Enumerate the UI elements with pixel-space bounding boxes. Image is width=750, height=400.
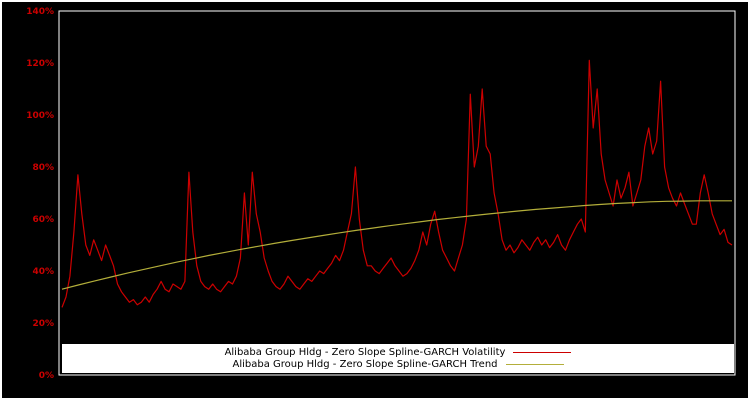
legend-label-trend: Alibaba Group Hldg - Zero Slope Spline-G…: [232, 358, 498, 370]
legend-item-volatility: Alibaba Group Hldg - Zero Slope Spline-G…: [62, 346, 734, 358]
y-axis-tick-label: 140%: [26, 7, 54, 17]
y-axis-tick-label: 100%: [26, 111, 54, 121]
trend-line: [61, 200, 732, 290]
legend-line-trend: [505, 363, 564, 365]
legend-label-volatility: Alibaba Group Hldg - Zero Slope Spline-G…: [224, 346, 506, 358]
legend-line-volatility: [513, 351, 572, 353]
plot-border: [58, 10, 736, 376]
y-axis-tick-label: 120%: [26, 59, 54, 69]
y-axis-tick-label: 0%: [38, 371, 54, 381]
legend: Alibaba Group Hldg - Zero Slope Spline-G…: [62, 344, 734, 373]
y-axis-tick-label: 80%: [32, 163, 54, 173]
legend-item-trend: Alibaba Group Hldg - Zero Slope Spline-G…: [62, 358, 734, 370]
y-axis-tick-label: 20%: [32, 319, 54, 329]
y-axis-tick-label: 40%: [32, 267, 54, 277]
y-axis-tick-label: 60%: [32, 215, 54, 225]
volatility-line: [61, 59, 733, 308]
